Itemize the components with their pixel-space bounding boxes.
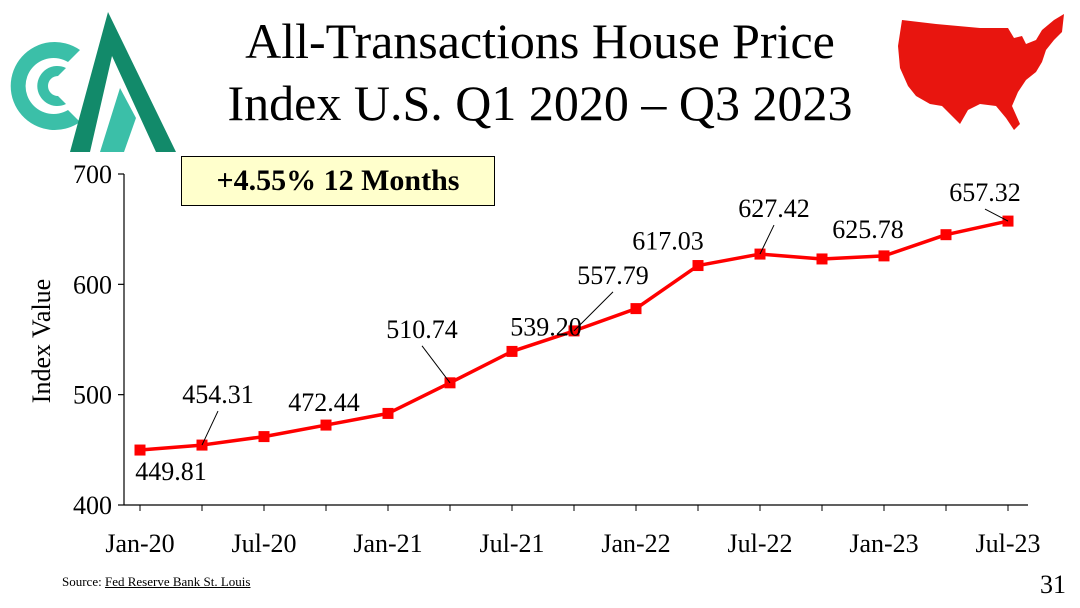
- data-point: [382, 407, 394, 419]
- y-tick-label: 500: [73, 381, 112, 410]
- x-tick-label: Jul-21: [480, 529, 545, 558]
- data-point: [754, 248, 766, 260]
- data-point: [816, 253, 828, 265]
- us-map-icon: [898, 14, 1064, 130]
- company-logo: [10, 12, 176, 152]
- data-point: [258, 431, 270, 443]
- page-number: 31: [1040, 570, 1066, 599]
- data-label: 657.32: [949, 178, 1021, 207]
- logo-c-mark: [10, 42, 81, 131]
- data-label: 449.81: [135, 457, 207, 486]
- source-link[interactable]: Fed Reserve Bank St. Louis: [104, 574, 251, 589]
- y-tick-label: 600: [73, 270, 112, 299]
- x-tick-label: Jan-22: [601, 529, 670, 558]
- label-leader: [759, 224, 775, 255]
- title-line-2: Index U.S. Q1 2020 – Q3 2023: [227, 75, 853, 131]
- label-leader: [984, 208, 1009, 222]
- x-tick-label: Jul-20: [232, 529, 297, 558]
- source-prefix: Source:: [62, 574, 105, 589]
- x-tick-label: Jan-23: [849, 529, 918, 558]
- x-tick-label: Jul-22: [728, 529, 793, 558]
- data-point: [878, 250, 890, 262]
- data-label: 617.03: [632, 227, 704, 256]
- data-label: 625.78: [832, 215, 904, 244]
- y-tick-label: 700: [73, 160, 112, 189]
- data-label: 472.44: [288, 388, 360, 417]
- data-point: [134, 444, 146, 456]
- data-label: 627.42: [738, 194, 810, 223]
- data-label: 539.20: [510, 312, 582, 341]
- y-tick-label: 400: [73, 491, 112, 520]
- change-callout: +4.55% 12 Months: [181, 156, 495, 206]
- data-label: 454.31: [182, 380, 254, 409]
- x-tick-label: Jan-21: [353, 529, 422, 558]
- data-point: [320, 419, 332, 431]
- page-title: All-Transactions House Price Index U.S. …: [180, 10, 900, 134]
- data-label: 510.74: [386, 315, 458, 344]
- data-point: [692, 260, 704, 272]
- data-point: [630, 303, 642, 315]
- source-note: Source: Fed Reserve Bank St. Louis: [62, 574, 250, 590]
- label-leader: [573, 291, 614, 332]
- logo-m-mark: [70, 12, 176, 152]
- data-point: [940, 229, 952, 241]
- label-leader: [421, 345, 451, 384]
- label-leader: [201, 410, 219, 446]
- data-point: [506, 345, 518, 357]
- x-tick-label: Jul-23: [976, 529, 1041, 558]
- x-tick-label: Jan-20: [105, 529, 174, 558]
- title-line-1: All-Transactions House Price: [245, 13, 835, 69]
- data-label: 557.79: [577, 261, 649, 290]
- y-axis-label: Index Value: [27, 279, 56, 403]
